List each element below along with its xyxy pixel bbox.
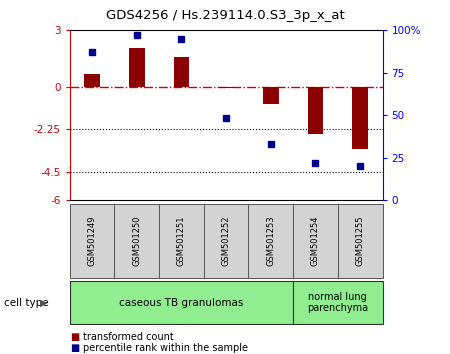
Text: GSM501253: GSM501253	[266, 215, 275, 266]
Text: GSM501254: GSM501254	[311, 216, 320, 266]
Text: GSM501250: GSM501250	[132, 216, 141, 266]
Bar	[352, 87, 368, 149]
Text: GSM501252: GSM501252	[221, 216, 230, 266]
Text: percentile rank within the sample: percentile rank within the sample	[83, 343, 248, 353]
Text: transformed count: transformed count	[83, 332, 174, 342]
Bar	[263, 87, 279, 104]
Text: GSM501255: GSM501255	[356, 216, 364, 266]
Text: GSM501251: GSM501251	[177, 216, 186, 266]
Text: normal lung
parenchyma: normal lung parenchyma	[307, 292, 369, 314]
Bar	[218, 87, 234, 88]
Text: caseous TB granulomas: caseous TB granulomas	[119, 298, 243, 308]
Bar	[308, 87, 323, 134]
Text: cell type: cell type	[4, 298, 49, 308]
Text: ■: ■	[70, 332, 79, 342]
Bar	[174, 57, 189, 87]
Bar	[129, 48, 144, 87]
Bar	[84, 74, 100, 87]
Text: ▶: ▶	[40, 298, 48, 308]
Text: GSM501249: GSM501249	[88, 216, 97, 266]
Text: GDS4256 / Hs.239114.0.S3_3p_x_at: GDS4256 / Hs.239114.0.S3_3p_x_at	[106, 9, 344, 22]
Text: ■: ■	[70, 343, 79, 353]
